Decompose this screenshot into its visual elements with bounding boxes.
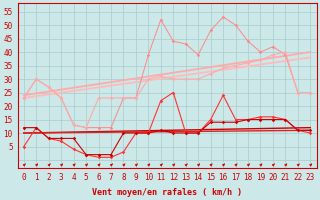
X-axis label: Vent moyen/en rafales ( km/h ): Vent moyen/en rafales ( km/h ) — [92, 188, 242, 197]
